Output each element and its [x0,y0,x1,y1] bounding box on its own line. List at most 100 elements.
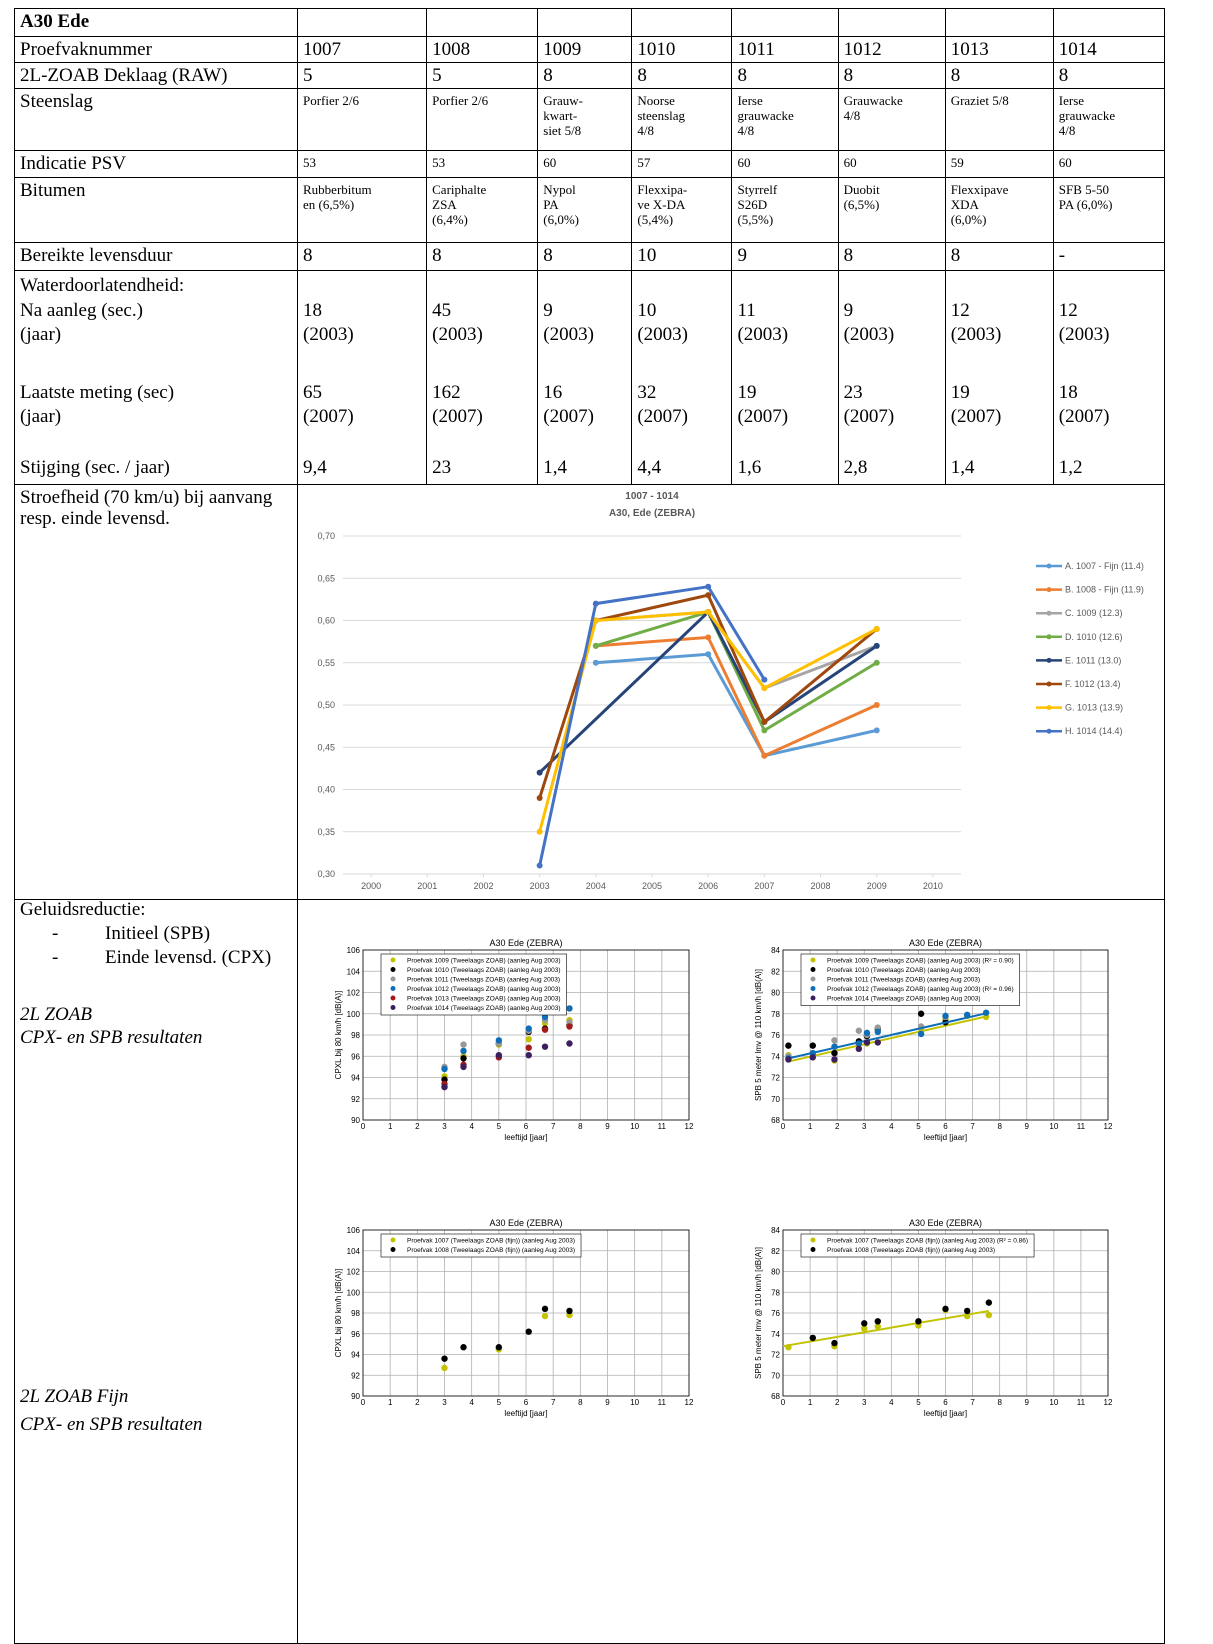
first-year: (2003) [843,324,895,345]
y-axis-label: SPB 5 meter lmv @ 110 km/h [dB(A)] [754,1247,763,1379]
grip-label: Stroefheid (70 km/u) bij aanvang resp. e… [14,484,298,900]
point [525,1025,532,1032]
y-axis-label: SPB 5 meter lmv @ 110 km/h [dB(A)] [754,969,763,1101]
x-tick-label: 2 [415,1122,420,1131]
x-tick-label: 7 [970,1398,975,1407]
legend-label: Proefvak 1007 (Tweelaags ZOAB (fijn)) (a… [827,1238,1028,1245]
y-tick-label: 100 [347,1010,361,1019]
y-tick-label: 70 [771,1095,780,1104]
legend-dot [1046,563,1052,569]
x-tick-label: 12 [685,1122,694,1131]
x-tick-label: 6 [524,1122,529,1131]
table-row: Stroefheid (70 km/u) bij aanvang resp. e… [14,484,1165,900]
x-tick-label: 3 [442,1122,447,1131]
point [705,583,712,590]
first-year: (2003) [432,324,483,345]
point [460,1344,467,1351]
point [460,1055,467,1062]
y-tick-label: 78 [771,1010,780,1019]
series-line [595,635,878,758]
legend-dot [390,957,396,963]
x-tick-label: 1 [808,1122,813,1131]
point [541,1026,549,1033]
x-tick-label: 4 [889,1398,894,1407]
x-tick-label: 1 [388,1122,393,1131]
rise-value: 4,4 [637,457,662,478]
x-tick-label: 9 [605,1122,610,1131]
point [861,1325,868,1332]
x-tick-label: 9 [1025,1122,1030,1131]
cell: 59 [944,150,1054,178]
cell: 8 [537,62,633,89]
y-tick-label: 74 [771,1330,780,1339]
x-tick-label: 9 [605,1398,610,1407]
rise-value: 1,4 [950,457,975,478]
cell: - [1052,242,1166,271]
point [831,1037,838,1044]
legend: Proefvak 1007 (Tweelaags ZOAB (fijn)) (a… [380,1233,582,1258]
last-year: (2007) [303,406,354,427]
y-tick-label: 84 [771,1226,780,1235]
empty-cell [631,8,733,37]
cell: 1014 [1052,36,1166,63]
cell: 8 [944,242,1054,271]
y-tick-label: 92 [351,1095,360,1104]
row-label: Indicatie PSV [14,150,298,178]
point [863,1029,871,1037]
legend-dot [1046,728,1052,734]
x-tick-label: 7 [551,1398,556,1407]
row-label: Proefvaknummer [14,36,298,63]
x-tick-label: 2002 [473,881,493,891]
noise-chart-cell: 90 92 94 96 98 100 102 104 106 0 1 2 3 4 5 6 7 8 9 10 11 12 A3… [297,899,1165,1644]
legend-label: Proefvak 1010 (Tweelaags ZOAB) (aanleg A… [407,967,561,974]
cell: Nypol PA (6,0%) [537,177,633,243]
cell: 1008 [426,36,539,63]
point [525,1036,532,1043]
point [761,752,768,759]
x-tick-label: 8 [578,1122,583,1131]
last-value: 23 [843,382,863,403]
y-tick-label: 0,45 [317,742,335,752]
cell: 10 [631,242,733,271]
legend-label: Proefvak 1014 (Tweelaags ZOAB) (aanleg A… [407,1005,561,1012]
x-tick-label: 2003 [530,881,550,891]
point [831,1339,838,1347]
point [541,1013,549,1021]
legend-label: G. 1013 (13.9) [1065,703,1123,713]
first-value: 9 [843,300,854,321]
empty-cell [944,8,1054,37]
cell: Ierse grauwacke 4/8 [1052,88,1166,151]
rise-value: 1,6 [737,457,762,478]
first-year: (2003) [637,324,689,345]
x-tick-label: 2007 [754,881,774,891]
point [873,659,880,666]
first-value: 11 [737,300,756,321]
point [809,1054,816,1061]
y-tick-label: 0,55 [317,658,335,668]
x-tick-label: 2010 [923,881,943,891]
legend-dot [810,986,816,991]
point [566,1023,573,1030]
point [441,1364,448,1372]
legend-label: Proefvak 1008 (Tweelaags ZOAB (fijn)) (a… [827,1247,995,1254]
point [460,1041,467,1048]
first-value: 9 [543,300,553,321]
point [566,1005,573,1012]
x-tick-label: 2005 [642,881,662,891]
legend-label: Proefvak 1009 (Tweelaags ZOAB) (aanleg A… [827,958,1014,965]
x-tick-label: 11 [1077,1122,1086,1131]
cell: Rubberbitum en (6,5%) [296,177,428,243]
point [495,1344,503,1351]
point [761,676,768,683]
x-tick-label: 10 [630,1122,639,1131]
x-tick-label: 11 [658,1122,667,1131]
empty-cell [296,8,428,37]
point [566,1307,573,1315]
y-tick-label: 0,60 [317,616,335,626]
point [536,794,543,801]
x-axis-label: leeftijd [jaar] [924,1409,967,1418]
x-tick-label: 3 [862,1122,867,1131]
x-tick-label: 10 [1049,1398,1058,1407]
point [917,1010,925,1017]
